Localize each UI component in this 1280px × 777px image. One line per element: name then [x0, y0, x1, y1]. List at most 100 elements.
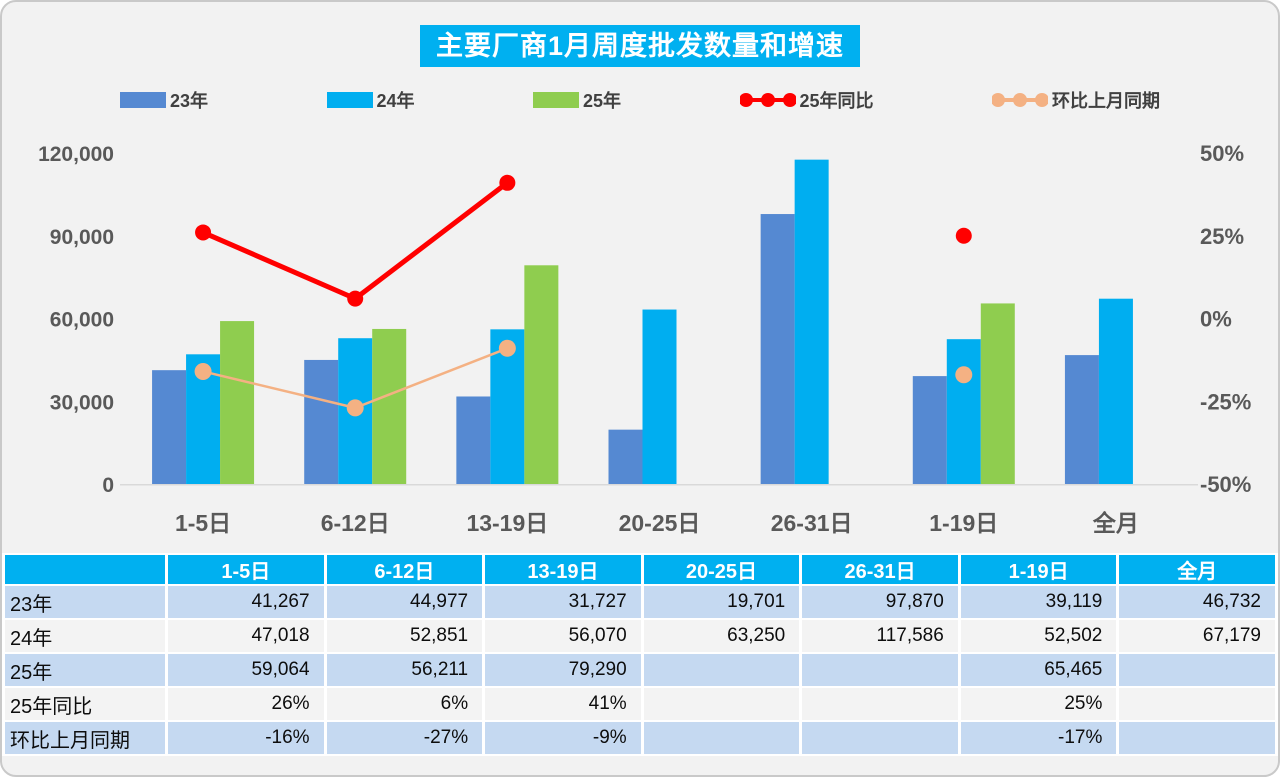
table-cell: -9% — [485, 722, 641, 754]
right-axis-tick-label: 25% — [1200, 224, 1244, 249]
right-axis-tick-label: -50% — [1200, 472, 1251, 497]
line-marker-环比上月同期-6-12日 — [346, 399, 364, 417]
summary-table-head: 1-5日 6-12日 13-19日 20-25日 26-31日 1-19日 全月 — [5, 555, 1275, 584]
table-header-cell: 1-5日 — [168, 555, 324, 584]
table-header-cell — [5, 555, 165, 584]
legend-item-23年: 23年 — [120, 87, 208, 113]
table-cell: 97,870 — [802, 586, 958, 618]
x-category-label: 全月 — [1092, 510, 1139, 536]
table-cell: 59,064 — [168, 654, 324, 686]
left-axis-tick-label: 120,000 — [38, 143, 114, 166]
table-cell: -17% — [960, 722, 1117, 754]
table-cell: 56,211 — [326, 654, 483, 686]
line-segment-环比上月同期 — [354, 347, 508, 410]
bar-23年-1-5日 — [152, 370, 187, 484]
bar-23年-1-19日 — [912, 376, 947, 484]
row-label: 25年 — [5, 654, 165, 686]
bar-24年-26-31日 — [794, 159, 829, 484]
line-marker-环比上月同期-1-5日 — [194, 362, 212, 380]
table-cell: 19,701 — [643, 586, 800, 618]
table-cell: 44,977 — [326, 586, 483, 618]
line-marker-25年同比-6-12日 — [347, 290, 364, 307]
line-segment-25年同比 — [202, 230, 357, 301]
table-cell — [1119, 722, 1275, 754]
table-cell: 52,502 — [960, 620, 1117, 652]
bar-23年-6-12日 — [304, 359, 339, 484]
table-cell: 6% — [326, 688, 483, 720]
table-header-cell: 26-31日 — [802, 555, 958, 584]
row-label: 23年 — [5, 586, 165, 618]
legend-label: 25年 — [583, 91, 622, 111]
table-cell: 26% — [168, 688, 324, 720]
table-cell — [1119, 688, 1275, 720]
row-label: 24年 — [5, 620, 165, 652]
line-marker-环比上月同期-1-19日 — [955, 366, 973, 384]
summary-table: 1-5日 6-12日 13-19日 20-25日 26-31日 1-19日 全月 23年 41… — [2, 553, 1278, 756]
table-cell: 25% — [960, 688, 1117, 720]
bar-23年-13-19日 — [456, 396, 491, 484]
page-title: 主要厂商1月周度批发数量和增速 — [419, 25, 860, 67]
x-category-label: 13-19日 — [466, 510, 548, 536]
bar-24年-全月 — [1098, 298, 1133, 484]
table-cell — [802, 654, 958, 686]
table-cell: 56,070 — [485, 620, 641, 652]
table-cell: 39,119 — [960, 586, 1117, 618]
legend-line-marker-icon — [992, 93, 1048, 107]
left-axis-tick-label: 60,000 — [50, 309, 114, 332]
bar-23年-20-25日 — [608, 429, 643, 484]
summary-table-body: 23年 41,267 44,977 31,727 19,701 97,870 39,119 4… — [5, 586, 1275, 754]
line-marker-25年同比-13-19日 — [499, 174, 516, 191]
legend-label: 23年 — [170, 91, 209, 111]
line-marker-25年同比-1-5日 — [195, 224, 212, 241]
legend-item-25年同比: 25年同比 — [739, 87, 874, 113]
x-category-label: 20-25日 — [619, 510, 701, 536]
right-axis-tick-label: 0% — [1200, 307, 1232, 332]
bar-24年-20-25日 — [642, 309, 677, 484]
table-cell: 63,250 — [643, 620, 800, 652]
table-cell: 41,267 — [168, 586, 324, 618]
right-axis-tick-label: -25% — [1200, 389, 1251, 414]
table-cell: 65,465 — [960, 654, 1117, 686]
legend-label: 环比上月同期 — [1052, 91, 1160, 111]
table-cell: 47,018 — [168, 620, 324, 652]
line-marker-环比上月同期-13-19日 — [498, 339, 516, 357]
table-header-cell: 6-12日 — [326, 555, 483, 584]
left-axis-tick-label: 0 — [102, 474, 114, 497]
legend-item-环比上月同期: 环比上月同期 — [992, 87, 1160, 113]
table-cell: 67,179 — [1119, 620, 1275, 652]
table-cell — [643, 722, 800, 754]
table-cell: 41% — [485, 688, 641, 720]
left-axis-tick-label: 90,000 — [50, 226, 114, 249]
left-axis-tick-label: 30,000 — [50, 391, 114, 414]
table-cell — [643, 688, 800, 720]
table-cell — [802, 722, 958, 754]
table-cell: 117,586 — [802, 620, 958, 652]
line-segment-25年同比 — [353, 180, 509, 301]
summary-table-wrap: 1-5日 6-12日 13-19日 20-25日 26-31日 1-19日 全月 23年 41… — [2, 553, 1278, 756]
table-cell — [802, 688, 958, 720]
legend-item-25年: 25年 — [533, 87, 621, 113]
table-header-cell: 全月 — [1119, 555, 1275, 584]
table-cell: 79,290 — [485, 654, 641, 686]
table-cell: 31,727 — [485, 586, 641, 618]
legend-label: 24年 — [376, 91, 415, 111]
table-header-cell: 1-19日 — [960, 555, 1117, 584]
table-header-row: 1-5日 6-12日 13-19日 20-25日 26-31日 1-19日 全月 — [5, 555, 1275, 584]
table-cell — [643, 654, 800, 686]
table-cell: 52,851 — [326, 620, 483, 652]
table-row-24年: 24年 47,018 52,851 56,070 63,250 117,586 52,502… — [5, 620, 1275, 652]
table-header-cell: 13-19日 — [485, 555, 641, 584]
table-header-cell: 20-25日 — [643, 555, 800, 584]
legend-label: 25年同比 — [799, 91, 874, 111]
table-cell — [1119, 654, 1275, 686]
title-bar: 主要厂商1月周度批发数量和增速 — [2, 2, 1278, 69]
combo-chart: 0 30,000 60,000 90,000 120,000 -50% -25% 0% 25% 5… — [38, 141, 1251, 536]
x-category-label: 26-31日 — [771, 510, 853, 536]
right-axis-tick-label: 50% — [1200, 141, 1244, 166]
legend-swatch-icon — [326, 92, 373, 108]
legend-swatch-icon — [120, 92, 166, 108]
table-cell: -27% — [326, 722, 483, 754]
bar-25年-13-19日 — [524, 265, 559, 484]
x-category-label: 1-19日 — [929, 510, 998, 536]
x-category-label: 6-12日 — [321, 510, 390, 536]
